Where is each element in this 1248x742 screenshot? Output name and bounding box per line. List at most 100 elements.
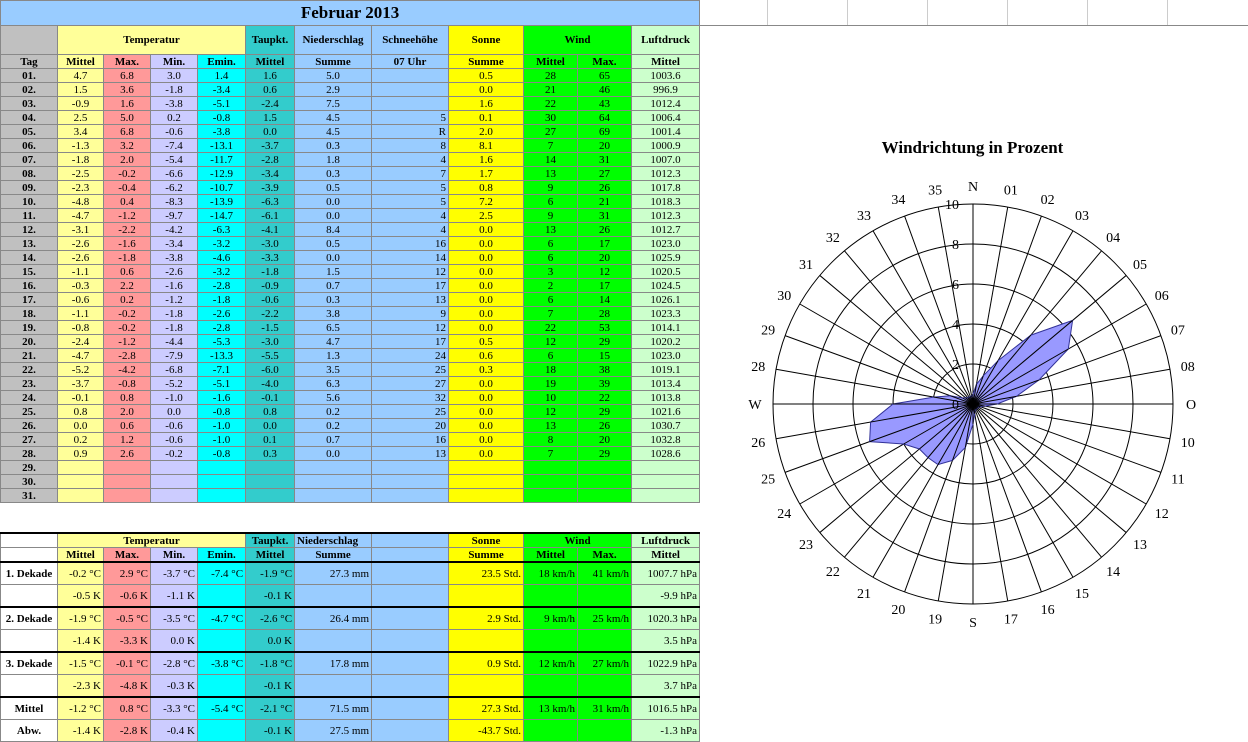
cell-luftdruck: 1023.0 <box>630 348 701 363</box>
cell-luftdruck: 1032.8 <box>630 432 701 447</box>
category-label: 02 <box>1041 193 1055 208</box>
grid-spoke <box>972 403 1147 505</box>
cell-emin: -4.6 <box>197 250 246 265</box>
cell-sonne: 0.0 <box>448 404 524 419</box>
cell-wind-mittel: 2 <box>523 278 578 293</box>
cell-max: 0.4 <box>103 194 151 209</box>
cell-tag: 09. <box>0 180 58 195</box>
cell-max: 2.0 <box>103 404 151 419</box>
table-row: 02. 1.5 3.6 -1.8 -3.4 0.6 2.9 0.0 21 46 996.9 <box>0 82 701 97</box>
cell-wind-mittel: 6 <box>523 348 578 363</box>
cell-wind-mittel: 10 <box>523 390 578 405</box>
cell-emin: -11.7 <box>197 152 246 167</box>
cell-luftdruck: 1025.9 <box>630 250 701 265</box>
cell-max: 5.0 <box>103 110 151 125</box>
summary-cell-max: -2.8 K <box>103 719 151 742</box>
category-label: N <box>968 180 978 195</box>
summary-cell-sonne <box>448 629 525 653</box>
summary-cell-wind-max: 27 km/h <box>577 651 633 675</box>
summary-cell-max: -0.1 °C <box>103 651 151 675</box>
summary-row-label <box>0 674 58 698</box>
cell-sonne: 0.0 <box>448 278 524 293</box>
summary-row-label: 2. Dekade <box>0 606 58 630</box>
cell-mittel <box>57 474 104 489</box>
table-row: 30. <box>0 474 701 489</box>
table-row: 12. -3.1 -2.2 -4.2 -6.3 -4.1 8.4 4 0.0 13 26 1012.7 <box>0 222 701 237</box>
cell-sonne: 0.0 <box>448 292 524 307</box>
sum-header-blank3 <box>0 547 58 563</box>
cell-taupkt: 0.3 <box>245 446 295 461</box>
cell-emin: -2.6 <box>197 306 246 321</box>
radial-tick-label: 8 <box>952 238 959 253</box>
summary-cell-min: -0.3 K <box>150 674 198 698</box>
cell-wind-mittel: 6 <box>523 292 578 307</box>
cell-min: -3.8 <box>150 250 198 265</box>
summary-row: -2.3 K -4.8 K -0.3 K -0.1 K 3.7 hPa <box>0 674 701 698</box>
table-row: 16. -0.3 2.2 -1.6 -2.8 -0.9 0.7 17 0.0 2 17 1024.5 <box>0 278 701 293</box>
summary-cell-schneehoehe <box>371 606 450 630</box>
cell-taupkt: -3.3 <box>245 250 295 265</box>
cell-luftdruck: 1014.1 <box>630 320 701 335</box>
cell-luftdruck: 1030.7 <box>630 418 701 433</box>
cell-emin: -10.7 <box>197 180 246 195</box>
summary-row: Mittel -1.2 °C 0.8 °C -3.3 °C -5.4 °C -2.1 °C… <box>0 696 701 720</box>
table-row: 11. -4.7 -1.2 -9.7 -14.7 -6.1 0.0 4 2.5 9 31 1012.3 <box>0 208 701 223</box>
cell-taupkt: -0.6 <box>245 292 295 307</box>
data-spoke <box>870 403 974 423</box>
cell-sonne: 1.6 <box>448 96 524 111</box>
cell-sonne: 0.0 <box>448 418 524 433</box>
summary-cell-min: -0.4 K <box>150 719 198 742</box>
cell-tag: 18. <box>0 306 58 321</box>
summary-cell-luftdruck: 1007.7 hPa <box>631 561 701 585</box>
grid-spoke <box>937 206 974 405</box>
cell-emin: -12.9 <box>197 166 246 181</box>
cell-taupkt <box>245 474 295 489</box>
header-wind: Wind <box>523 25 632 55</box>
cell-tag: 10. <box>0 194 58 209</box>
summary-cell-wind-max: 25 km/h <box>577 606 633 630</box>
cell-wind-mittel: 21 <box>523 82 578 97</box>
summary-cell-wind-mittel <box>523 719 579 742</box>
cell-tag: 29. <box>0 460 58 475</box>
cell-wind-mittel: 22 <box>523 320 578 335</box>
cell-taupkt: 1.5 <box>245 110 295 125</box>
cell-wind-max: 22 <box>577 390 632 405</box>
table-row: 07. -1.8 2.0 -5.4 -11.7 -2.8 1.8 4 1.6 14 31 1007.0 <box>0 152 701 167</box>
header-07uhr: 07 Uhr <box>371 54 449 69</box>
cell-sonne: 0.0 <box>448 432 524 447</box>
cell-sonne: 0.5 <box>448 68 524 83</box>
cell-max: 6.8 <box>103 68 151 83</box>
data-spoke <box>933 396 974 405</box>
sum-header-luftdruck-mittel: Mittel <box>631 547 701 563</box>
cell-schneehoehe: 13 <box>371 446 449 461</box>
summary-cell-sonne <box>448 674 525 698</box>
header-niederschlag: Niederschlag <box>294 25 372 55</box>
table-row: 05. 3.4 6.8 -0.6 -3.8 0.0 4.5 R 2.0 27 69 1001.4 <box>0 124 701 139</box>
cell-sonne: 7.2 <box>448 194 524 209</box>
summary-cell-wind-mittel <box>523 629 579 653</box>
header-sonne-summe: Summe <box>448 54 524 69</box>
cell-sonne: 1.7 <box>448 166 524 181</box>
cell-taupkt: 0.0 <box>245 124 295 139</box>
cell-wind-mittel: 12 <box>523 404 578 419</box>
cell-min: -1.0 <box>150 390 198 405</box>
cell-taupkt: -4.0 <box>245 376 295 391</box>
cell-niederschlag: 0.7 <box>294 278 372 293</box>
data-spoke <box>972 395 1017 405</box>
summary-row: 2. Dekade -1.9 °C -0.5 °C -3.5 °C -4.7 °C -2.… <box>0 606 701 630</box>
cell-taupkt: -6.3 <box>245 194 295 209</box>
cell-emin: -3.2 <box>197 264 246 279</box>
cell-wind-mittel: 3 <box>523 264 578 279</box>
summary-row-label: Mittel <box>0 696 58 720</box>
cell-emin: -1.8 <box>197 292 246 307</box>
cell-schneehoehe: 9 <box>371 306 449 321</box>
table-row: 18. -1.1 -0.2 -1.8 -2.6 -2.2 3.8 9 0.0 7 28 1023.3 <box>0 306 701 321</box>
cell-luftdruck: 1003.6 <box>630 68 701 83</box>
summary-cell-schneehoehe <box>371 696 450 720</box>
data-spoke <box>972 334 1032 405</box>
summary-cell-wind-mittel: 12 km/h <box>523 651 579 675</box>
cell-wind-max <box>577 474 632 489</box>
cell-emin: -0.8 <box>197 110 246 125</box>
category-label: 08 <box>1181 360 1195 375</box>
cell-luftdruck: 1006.4 <box>630 110 701 125</box>
